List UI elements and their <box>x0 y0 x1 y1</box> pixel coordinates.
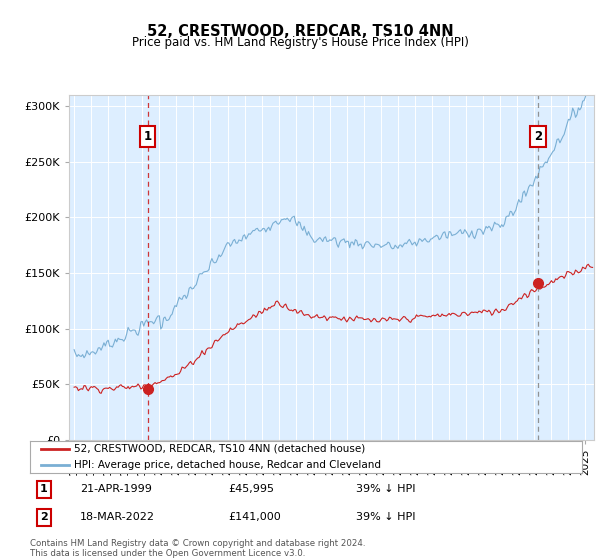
Text: 21-APR-1999: 21-APR-1999 <box>80 484 152 494</box>
Text: 1: 1 <box>40 484 47 494</box>
Text: 39% ↓ HPI: 39% ↓ HPI <box>356 484 415 494</box>
Text: £45,995: £45,995 <box>229 484 275 494</box>
Text: 52, CRESTWOOD, REDCAR, TS10 4NN: 52, CRESTWOOD, REDCAR, TS10 4NN <box>146 24 454 39</box>
Text: 39% ↓ HPI: 39% ↓ HPI <box>356 512 415 522</box>
Text: 1: 1 <box>143 130 152 143</box>
Text: £141,000: £141,000 <box>229 512 281 522</box>
Text: 2: 2 <box>534 130 542 143</box>
Text: Contains HM Land Registry data © Crown copyright and database right 2024.
This d: Contains HM Land Registry data © Crown c… <box>30 539 365 558</box>
Text: HPI: Average price, detached house, Redcar and Cleveland: HPI: Average price, detached house, Redc… <box>74 460 381 470</box>
Text: 18-MAR-2022: 18-MAR-2022 <box>80 512 155 522</box>
Text: 2: 2 <box>40 512 47 522</box>
Text: 52, CRESTWOOD, REDCAR, TS10 4NN (detached house): 52, CRESTWOOD, REDCAR, TS10 4NN (detache… <box>74 444 365 454</box>
Text: Price paid vs. HM Land Registry's House Price Index (HPI): Price paid vs. HM Land Registry's House … <box>131 36 469 49</box>
